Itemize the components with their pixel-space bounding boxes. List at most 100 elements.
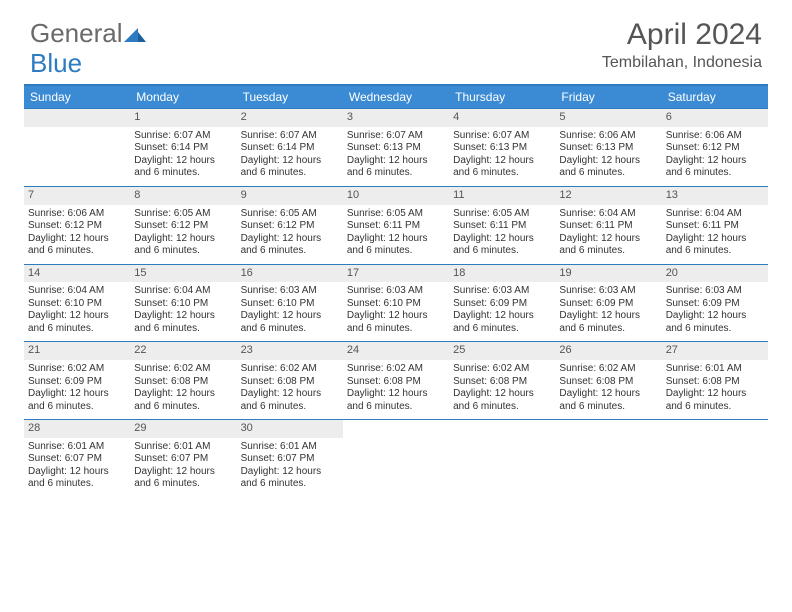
sunrise-text: Sunrise: 6:02 AM: [347, 363, 445, 376]
sunset-text: Sunset: 6:13 PM: [559, 142, 657, 155]
day-number: 3: [343, 109, 449, 127]
sunset-text: Sunset: 6:12 PM: [28, 220, 126, 233]
day-cell: [343, 420, 449, 497]
day-number: 23: [237, 342, 343, 360]
day-number: 7: [24, 187, 130, 205]
sunrise-text: Sunrise: 6:03 AM: [666, 285, 764, 298]
sunset-text: Sunset: 6:08 PM: [241, 376, 339, 389]
day-number: 2: [237, 109, 343, 127]
daylight-text: Daylight: 12 hours and 6 minutes.: [559, 310, 657, 335]
day-number: 6: [662, 109, 768, 127]
brand-part2: Blue: [30, 48, 82, 79]
day-cell: 13Sunrise: 6:04 AMSunset: 6:11 PMDayligh…: [662, 187, 768, 264]
weekday-header: Saturday: [662, 86, 768, 108]
sunset-text: Sunset: 6:12 PM: [666, 142, 764, 155]
day-number: 22: [130, 342, 236, 360]
sunrise-text: Sunrise: 6:05 AM: [347, 208, 445, 221]
day-cell: 3Sunrise: 6:07 AMSunset: 6:13 PMDaylight…: [343, 109, 449, 186]
day-number: 19: [555, 265, 661, 283]
sunset-text: Sunset: 6:08 PM: [347, 376, 445, 389]
day-number: 28: [24, 420, 130, 438]
week-row: 7Sunrise: 6:06 AMSunset: 6:12 PMDaylight…: [24, 186, 768, 264]
calendar: SundayMondayTuesdayWednesdayThursdayFrid…: [24, 84, 768, 497]
day-cell: 27Sunrise: 6:01 AMSunset: 6:08 PMDayligh…: [662, 342, 768, 419]
sunrise-text: Sunrise: 6:01 AM: [666, 363, 764, 376]
daylight-text: Daylight: 12 hours and 6 minutes.: [666, 310, 764, 335]
sunset-text: Sunset: 6:10 PM: [347, 298, 445, 311]
daylight-text: Daylight: 12 hours and 6 minutes.: [453, 233, 551, 258]
sunrise-text: Sunrise: 6:06 AM: [559, 130, 657, 143]
daylight-text: Daylight: 12 hours and 6 minutes.: [347, 310, 445, 335]
daylight-text: Daylight: 12 hours and 6 minutes.: [559, 388, 657, 413]
daylight-text: Daylight: 12 hours and 6 minutes.: [559, 155, 657, 180]
sunset-text: Sunset: 6:10 PM: [241, 298, 339, 311]
daylight-text: Daylight: 12 hours and 6 minutes.: [134, 466, 232, 491]
weekday-header: Tuesday: [237, 86, 343, 108]
day-cell: 22Sunrise: 6:02 AMSunset: 6:08 PMDayligh…: [130, 342, 236, 419]
weekday-header: Monday: [130, 86, 236, 108]
daylight-text: Daylight: 12 hours and 6 minutes.: [347, 233, 445, 258]
sunrise-text: Sunrise: 6:07 AM: [134, 130, 232, 143]
daylight-text: Daylight: 12 hours and 6 minutes.: [453, 310, 551, 335]
sunset-text: Sunset: 6:07 PM: [28, 453, 126, 466]
sunset-text: Sunset: 6:08 PM: [453, 376, 551, 389]
week-row: 21Sunrise: 6:02 AMSunset: 6:09 PMDayligh…: [24, 341, 768, 419]
day-cell: 23Sunrise: 6:02 AMSunset: 6:08 PMDayligh…: [237, 342, 343, 419]
sunset-text: Sunset: 6:12 PM: [134, 220, 232, 233]
day-cell: 30Sunrise: 6:01 AMSunset: 6:07 PMDayligh…: [237, 420, 343, 497]
daylight-text: Daylight: 12 hours and 6 minutes.: [559, 233, 657, 258]
header: General April 2024 Tembilahan, Indonesia: [0, 0, 792, 80]
sunset-text: Sunset: 6:08 PM: [559, 376, 657, 389]
daylight-text: Daylight: 12 hours and 6 minutes.: [241, 155, 339, 180]
weekday-header: Sunday: [24, 86, 130, 108]
sunrise-text: Sunrise: 6:07 AM: [347, 130, 445, 143]
sunset-text: Sunset: 6:13 PM: [453, 142, 551, 155]
day-number: 18: [449, 265, 555, 283]
day-cell: 20Sunrise: 6:03 AMSunset: 6:09 PMDayligh…: [662, 265, 768, 342]
sunset-text: Sunset: 6:09 PM: [559, 298, 657, 311]
sunset-text: Sunset: 6:07 PM: [134, 453, 232, 466]
daylight-text: Daylight: 12 hours and 6 minutes.: [28, 466, 126, 491]
day-cell: 15Sunrise: 6:04 AMSunset: 6:10 PMDayligh…: [130, 265, 236, 342]
day-cell: 6Sunrise: 6:06 AMSunset: 6:12 PMDaylight…: [662, 109, 768, 186]
sunrise-text: Sunrise: 6:03 AM: [347, 285, 445, 298]
sunrise-text: Sunrise: 6:06 AM: [666, 130, 764, 143]
day-number: 21: [24, 342, 130, 360]
sunrise-text: Sunrise: 6:02 AM: [559, 363, 657, 376]
day-cell: 28 Sunrise: 6:01 AMSunset: 6:07 PMDayligh…: [24, 420, 130, 497]
day-cell: 17Sunrise: 6:03 AMSunset: 6:10 PMDayligh…: [343, 265, 449, 342]
week-row: 1Sunrise: 6:07 AMSunset: 6:14 PMDaylight…: [24, 108, 768, 186]
sunset-text: Sunset: 6:08 PM: [666, 376, 764, 389]
sunrise-text: Sunrise: 6:01 AM: [241, 441, 339, 454]
day-cell: 21Sunrise: 6:02 AMSunset: 6:09 PMDayligh…: [24, 342, 130, 419]
sunset-text: Sunset: 6:07 PM: [241, 453, 339, 466]
title-block: April 2024 Tembilahan, Indonesia: [602, 18, 762, 72]
weekday-header: Friday: [555, 86, 661, 108]
day-number: 16: [237, 265, 343, 283]
sunrise-text: Sunrise: 6:01 AM: [28, 441, 126, 454]
sunset-text: Sunset: 6:11 PM: [559, 220, 657, 233]
sunset-text: Sunset: 6:09 PM: [453, 298, 551, 311]
day-cell: 16Sunrise: 6:03 AMSunset: 6:10 PMDayligh…: [237, 265, 343, 342]
daylight-text: Daylight: 12 hours and 6 minutes.: [134, 233, 232, 258]
sunset-text: Sunset: 6:09 PM: [666, 298, 764, 311]
day-cell: 19Sunrise: 6:03 AMSunset: 6:09 PMDayligh…: [555, 265, 661, 342]
daylight-text: Daylight: 12 hours and 6 minutes.: [241, 310, 339, 335]
day-number: 8: [130, 187, 236, 205]
day-cell: [24, 109, 130, 186]
day-cell: 11Sunrise: 6:05 AMSunset: 6:11 PMDayligh…: [449, 187, 555, 264]
daylight-text: Daylight: 12 hours and 6 minutes.: [347, 388, 445, 413]
daylight-text: Daylight: 12 hours and 6 minutes.: [134, 388, 232, 413]
weekday-header: Wednesday: [343, 86, 449, 108]
daylight-text: Daylight: 12 hours and 6 minutes.: [134, 155, 232, 180]
week-row: 14Sunrise: 6:04 AMSunset: 6:10 PMDayligh…: [24, 264, 768, 342]
day-number: 9: [237, 187, 343, 205]
day-number: 27: [662, 342, 768, 360]
location-label: Tembilahan, Indonesia: [602, 54, 762, 72]
day-number: 26: [555, 342, 661, 360]
day-cell: 12Sunrise: 6:04 AMSunset: 6:11 PMDayligh…: [555, 187, 661, 264]
day-cell: 5Sunrise: 6:06 AMSunset: 6:13 PMDaylight…: [555, 109, 661, 186]
day-number: 15: [130, 265, 236, 283]
day-cell: 18Sunrise: 6:03 AMSunset: 6:09 PMDayligh…: [449, 265, 555, 342]
sunset-text: Sunset: 6:14 PM: [134, 142, 232, 155]
